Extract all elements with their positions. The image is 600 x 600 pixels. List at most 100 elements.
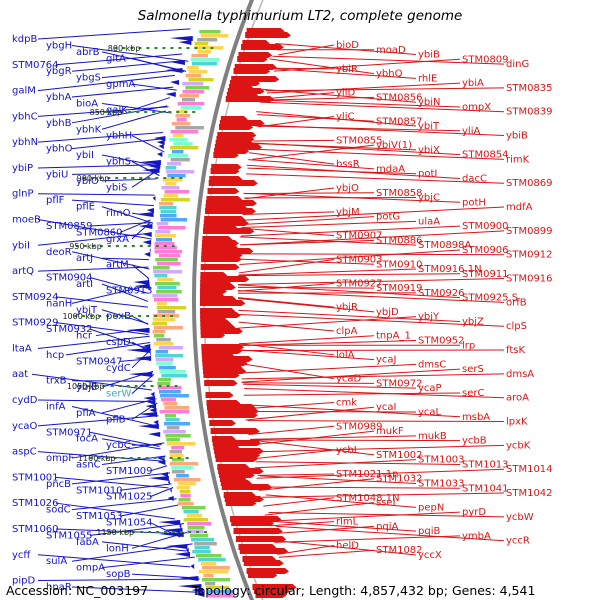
left-leader-line: [71, 586, 202, 593]
feature-block: [157, 386, 182, 390]
left-gene-label: STM0764: [12, 60, 59, 71]
left-leader-line: [55, 502, 175, 520]
feature-block: [160, 398, 176, 402]
right-gene-label: STM0925.S: [462, 293, 518, 304]
feature-block: [153, 326, 183, 330]
gene-arrow-right: [239, 548, 289, 554]
feature-block: [170, 130, 199, 134]
gene-arrow-left: [167, 496, 174, 501]
left-gene-label: artM: [106, 260, 129, 271]
right-gene-label: STM0899: [506, 226, 553, 237]
gene-arrow-right: [205, 208, 256, 214]
right-gene-label: pyrD: [462, 507, 486, 518]
gene-arrow-left: [148, 164, 161, 169]
gene-arrow-left: [169, 60, 185, 65]
map-footer: Accession: NC_003197 Topology: circular;…: [0, 583, 600, 598]
feature-block: [199, 30, 221, 34]
right-leader-line: [240, 349, 375, 361]
left-gene-label: moeB: [12, 215, 41, 226]
left-leader-line: [65, 342, 151, 356]
right-leader-line: [241, 225, 461, 237]
gene-arrow-left: [165, 92, 176, 97]
feature-block: [172, 134, 184, 138]
right-leader-line: [275, 525, 505, 542]
gene-arrow-left: [152, 196, 156, 201]
gene-arrow-right: [210, 168, 240, 174]
feature-block: [188, 70, 208, 74]
right-gene-label: ybjC: [418, 193, 440, 204]
right-gene-label: tnpA_1: [376, 331, 411, 342]
left-gene-label: STM0904: [46, 273, 93, 284]
right-gene-label: lolA: [336, 350, 355, 361]
left-gene-label: ybiO: [76, 176, 99, 187]
right-leader-line: [239, 340, 417, 346]
right-gene-label: ybiA: [462, 78, 484, 89]
right-leader-line: [250, 142, 461, 156]
gene-arrow-left: [194, 592, 205, 597]
gene-arrow-left: [140, 160, 161, 165]
left-leader-line: [55, 322, 149, 335]
right-leader-line: [244, 401, 335, 410]
left-gene-label: trxB: [46, 376, 67, 387]
gene-arrow-left: [138, 412, 158, 417]
feature-block: [201, 578, 231, 582]
right-gene-label: STM1021.1n: [336, 469, 398, 480]
left-leader-line: [31, 373, 152, 391]
right-gene-label: ycbL: [336, 445, 360, 456]
right-gene-label: STM0835: [506, 83, 553, 94]
right-gene-label: ybiX: [418, 145, 440, 156]
left-gene-label: STM1026: [12, 498, 59, 509]
gene-arrow-left: [160, 472, 169, 477]
right-gene-label: STM1002: [376, 450, 423, 461]
gene-arrow-right: [200, 332, 226, 338]
right-gene-label: STM0972: [376, 378, 423, 389]
gene-arrow-right: [208, 412, 258, 418]
feature-block: [164, 190, 190, 194]
right-gene-label: cmk: [336, 397, 357, 408]
left-gene-label: ycaO: [12, 421, 38, 432]
feature-block: [186, 514, 203, 518]
right-leader-line: [254, 124, 505, 137]
feature-block: [190, 534, 209, 538]
tick-label: 800 kbp: [108, 44, 141, 53]
left-gene-label: ybiI: [76, 150, 94, 161]
feature-block: [191, 538, 215, 542]
left-gene-label: serW: [106, 389, 131, 400]
feature-block: [194, 42, 209, 46]
feature-block: [176, 474, 189, 478]
gene-arrow-left: [150, 392, 155, 397]
gene-arrow-left: [156, 152, 163, 157]
gene-arrow-left: [158, 520, 181, 525]
feature-block: [190, 58, 220, 62]
feature-block: [159, 370, 186, 374]
right-gene-label: STM0916.1N: [418, 264, 482, 275]
feature-block: [159, 206, 177, 210]
tick-label: 850 kbp: [90, 108, 123, 117]
right-leader-line: [237, 290, 505, 303]
feature-block: [191, 62, 218, 66]
right-gene-label: STM0926: [418, 288, 465, 299]
tick-label: 950 kbp: [69, 242, 102, 251]
feature-block: [164, 414, 176, 418]
feature-block: [185, 74, 202, 78]
right-gene-label: ybjO: [336, 183, 359, 194]
right-leader-line: [241, 368, 461, 383]
right-leader-line: [237, 284, 461, 299]
left-leader-line: [71, 442, 165, 459]
right-leader-line: [244, 192, 375, 195]
feature-block: [171, 466, 193, 470]
feature-block: [164, 406, 190, 410]
left-gene-label: STM1060: [12, 524, 59, 535]
left-leader-line: [131, 83, 177, 91]
feature-block: [161, 186, 180, 190]
left-leader-line: [71, 44, 189, 62]
right-gene-label: clpA: [336, 326, 358, 337]
left-gene-label: asnC: [76, 460, 101, 471]
left-gene-label: focA: [76, 434, 98, 445]
right-gene-label: ycaI: [376, 402, 397, 413]
right-gene-label: ybiB: [418, 50, 440, 61]
right-leader-line: [250, 439, 461, 442]
map-title: Salmonella typhimurium LT2, complete gen…: [137, 8, 463, 24]
right-leader-line: [243, 206, 505, 221]
feature-block: [207, 590, 235, 594]
